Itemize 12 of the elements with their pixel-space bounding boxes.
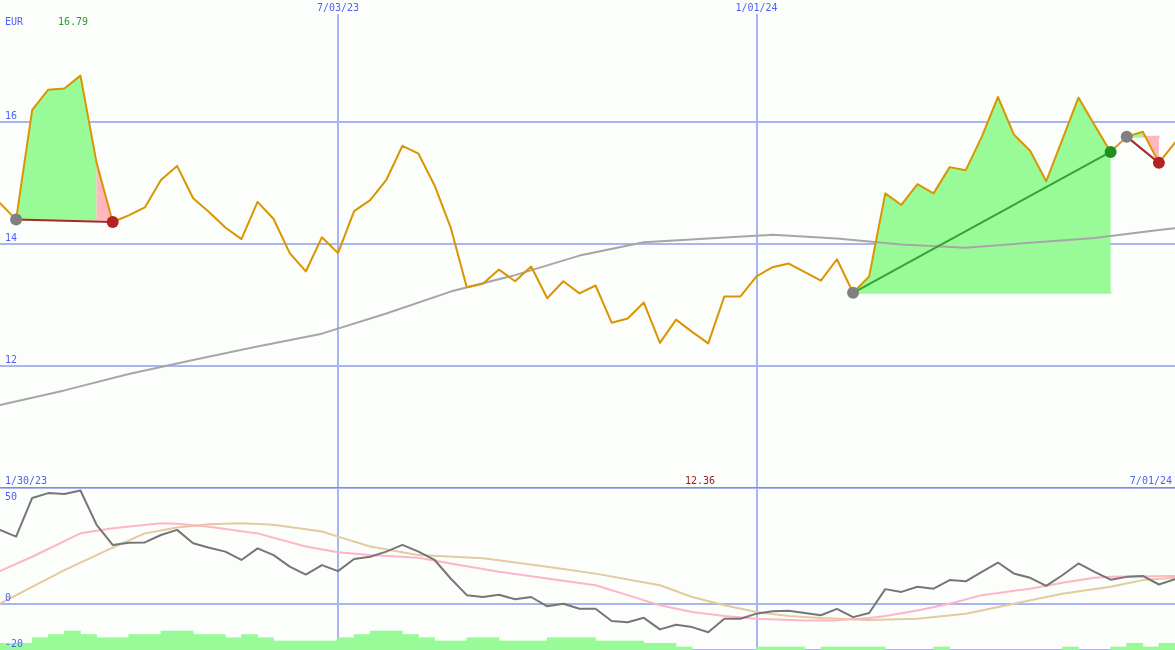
y-tick-label: 50 (5, 490, 18, 502)
y-axis-title: EUR (5, 16, 25, 27)
annotation: 7/01/24 (1129, 475, 1172, 486)
y-tick-label: 14 (5, 232, 18, 243)
annotation: 1/30/23 (5, 475, 48, 486)
annotation: 12.36 (684, 475, 716, 486)
x-tick-label: 1/01/24 (735, 1, 778, 13)
annotation: 16.79 (58, 16, 89, 27)
y-tick-label: 16 (5, 110, 18, 121)
y-tick-label: 0 (5, 591, 12, 603)
x-tick-label: 7/03/23 (316, 1, 360, 13)
y-tick-label: 12 (5, 354, 18, 365)
